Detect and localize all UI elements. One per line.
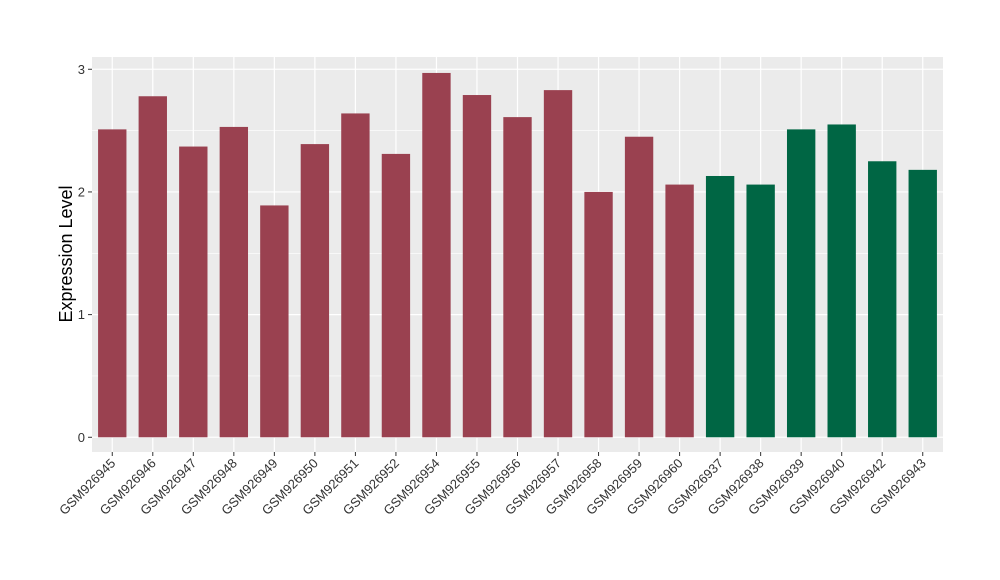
bar-GSM926960 <box>665 184 694 438</box>
y-tick-label: 1 <box>78 307 85 322</box>
y-tick-label: 2 <box>78 184 85 199</box>
y-axis-title: Expression Level <box>56 185 76 322</box>
bar-GSM926945 <box>98 129 127 438</box>
bars <box>98 72 937 438</box>
bar-GSM926956 <box>503 117 532 438</box>
bar-GSM926943 <box>908 169 937 438</box>
bar-GSM926955 <box>462 95 492 438</box>
bar-GSM926937 <box>705 175 735 438</box>
bar-GSM926959 <box>624 136 654 438</box>
bar-GSM926949 <box>260 205 289 438</box>
x-axis: GSM926945GSM926946GSM926947GSM926948GSM9… <box>56 452 929 518</box>
y-axis: 0 1 2 3 <box>78 62 92 445</box>
bar-GSM926951 <box>341 113 370 438</box>
bar-GSM926954 <box>422 72 451 438</box>
bar-GSM926947 <box>179 146 208 438</box>
bar-GSM926957 <box>543 90 573 438</box>
bar-GSM926938 <box>746 184 775 438</box>
bar-GSM926958 <box>584 191 613 438</box>
bar-GSM926942 <box>868 161 897 438</box>
bar-GSM926946 <box>138 96 167 438</box>
y-tick-label: 3 <box>78 62 85 77</box>
bar-GSM926950 <box>300 144 330 438</box>
y-tick-label: 0 <box>78 430 85 445</box>
bar-GSM926939 <box>786 129 816 438</box>
bar-GSM926952 <box>381 153 411 438</box>
bar-GSM926948 <box>219 126 249 438</box>
bar-GSM926940 <box>827 124 856 438</box>
